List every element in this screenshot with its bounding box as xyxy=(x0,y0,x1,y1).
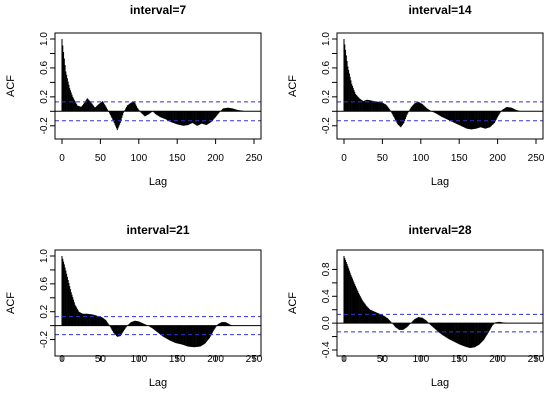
x-tick-label: 250 xyxy=(246,354,263,365)
x-tick-label: 0 xyxy=(341,153,347,164)
x-tick-label: 100 xyxy=(412,354,429,365)
x-tick-label: 0 xyxy=(341,354,347,365)
acf-panel-2: interval=14 0 50 100 150 200 250 -0.2 0.2 0.6 1.0 L… xyxy=(287,3,545,188)
x-tick-label: 250 xyxy=(528,354,545,365)
x-axis-label: Lag xyxy=(149,377,167,389)
y-tick-label: 0.2 xyxy=(39,304,50,318)
acf-panel-3: interval=21 0 50 100 150 200 250 -0.2 0.2 0.6 1.0 L… xyxy=(5,223,263,389)
x-tick-label: 50 xyxy=(95,153,107,164)
x-tick-label: 150 xyxy=(169,354,186,365)
y-tick-label: -0.2 xyxy=(39,117,50,135)
x-tick-label: 50 xyxy=(377,354,389,365)
x-tick-label: 150 xyxy=(451,153,468,164)
x-axis-label: Lag xyxy=(431,176,449,188)
y-tick-label: 0.6 xyxy=(39,276,50,290)
plot-frame xyxy=(54,32,262,140)
plot-title: interval=21 xyxy=(126,223,189,237)
x-tick-label: 100 xyxy=(412,153,429,164)
y-tick-label: 0.6 xyxy=(321,61,332,75)
y-tick-label: 0.0 xyxy=(321,316,332,330)
plot-title: interval=7 xyxy=(130,3,187,17)
x-tick-label: 0 xyxy=(59,354,65,365)
y-tick-label: -0.2 xyxy=(321,117,332,135)
x-tick-label: 200 xyxy=(489,153,506,164)
y-axis-label: ACF xyxy=(287,75,299,97)
acf-bars xyxy=(61,256,233,348)
y-tick-label: 0.6 xyxy=(39,61,50,75)
plot-title: interval=14 xyxy=(408,3,471,17)
x-tick-label: 200 xyxy=(207,153,224,164)
y-tick-label: 0.4 xyxy=(321,289,332,303)
plot-frame xyxy=(54,249,262,357)
x-tick-label: 0 xyxy=(59,153,65,164)
y-tick-label: 0.2 xyxy=(39,89,50,103)
x-tick-label: 100 xyxy=(130,153,147,164)
y-tick-label: -0.4 xyxy=(321,341,332,359)
y-tick-label: 0.8 xyxy=(321,262,332,276)
x-tick-label: 200 xyxy=(207,354,224,365)
y-axis-label: ACF xyxy=(5,75,17,97)
acf-panel-1: interval=7 0 50 100 150 200 250 -0.2 0.2 0.6 1.0 La… xyxy=(5,3,263,188)
x-tick-label: 100 xyxy=(130,354,147,365)
acf-panel-4: interval=28 0 50 100 150 200 250 -0.4 0.0 0.4 0.8 L… xyxy=(287,223,545,389)
y-tick-label: 0.2 xyxy=(321,89,332,103)
plot-title: interval=28 xyxy=(408,223,471,237)
y-tick-label: 1.0 xyxy=(39,32,50,46)
x-tick-label: 250 xyxy=(528,153,545,164)
y-axis-label: ACF xyxy=(5,292,17,314)
x-axis-label: Lag xyxy=(149,176,167,188)
y-tick-label: 1.0 xyxy=(321,32,332,46)
y-tick-label: -0.2 xyxy=(39,331,50,349)
x-axis-label: Lag xyxy=(431,377,449,389)
x-tick-label: 250 xyxy=(246,153,263,164)
x-tick-label: 50 xyxy=(95,354,107,365)
x-tick-label: 200 xyxy=(489,354,506,365)
x-tick-label: 50 xyxy=(377,153,389,164)
y-tick-label: 1.0 xyxy=(39,249,50,263)
y-axis-label: ACF xyxy=(287,292,299,314)
plot-frame xyxy=(336,249,544,357)
acf-bars xyxy=(343,39,521,130)
plot-frame xyxy=(336,32,544,140)
x-tick-label: 150 xyxy=(169,153,186,164)
x-tick-label: 150 xyxy=(451,354,468,365)
